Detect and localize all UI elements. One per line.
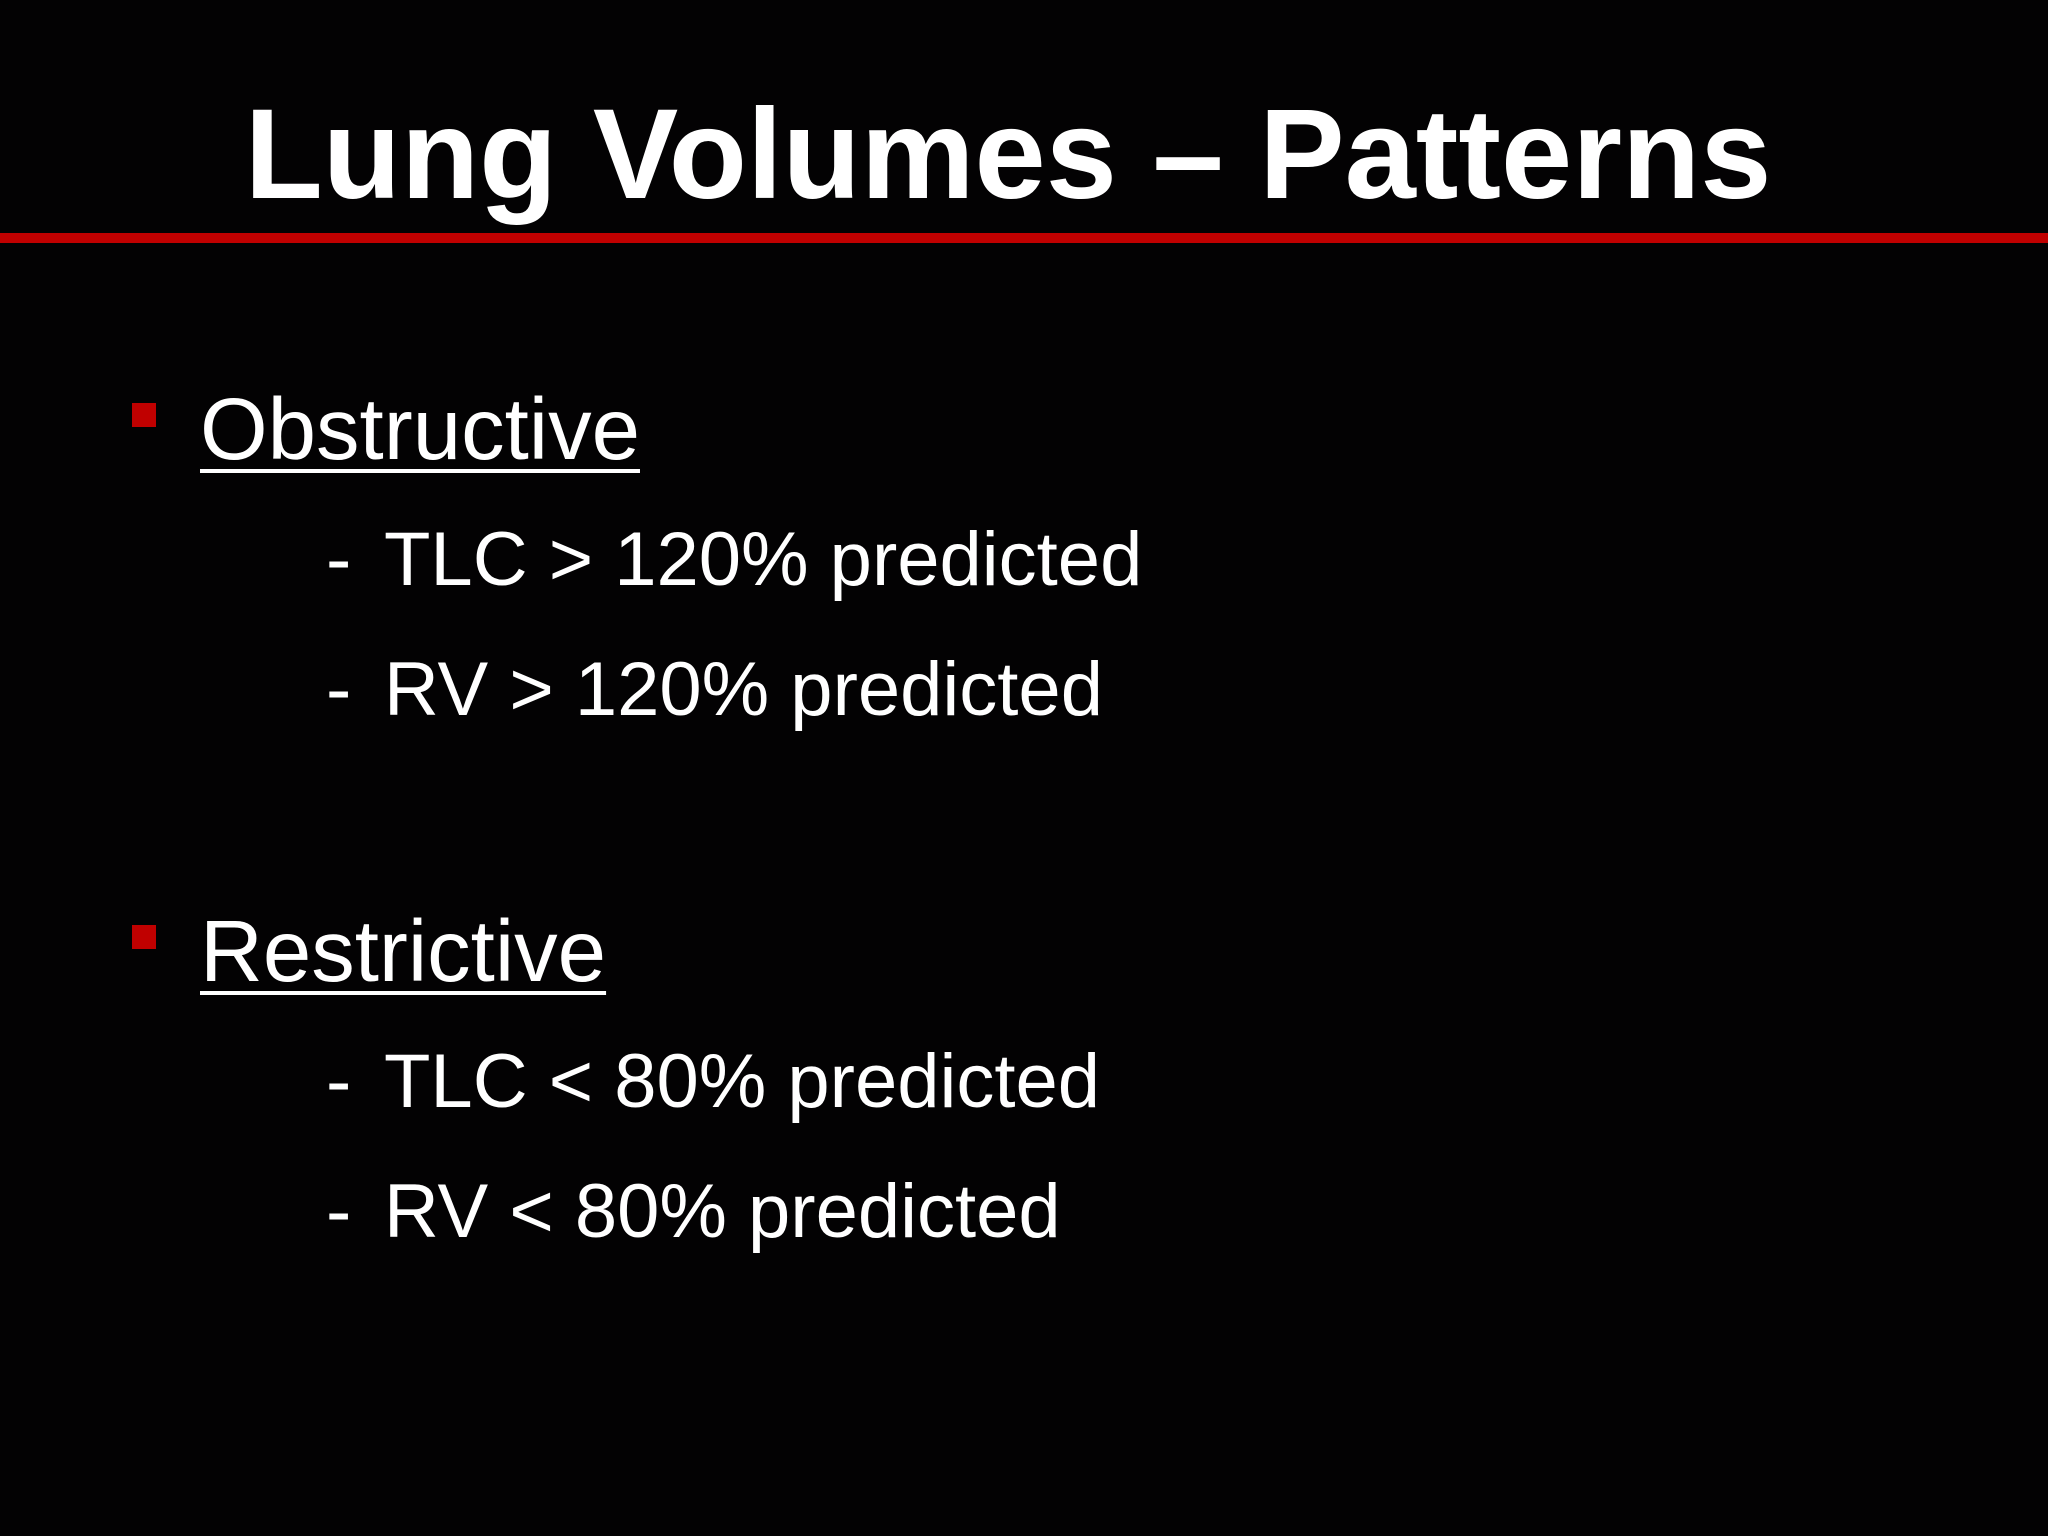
list-item: - TLC < 80% predicted [326,1037,1100,1127]
list-item-text: TLC < 80% predicted [384,1039,1101,1124]
list-item-text: TLC > 120% predicted [384,517,1143,602]
dash-marker: - [326,517,352,602]
dash-marker: - [326,647,352,732]
dash-marker: - [326,1039,352,1124]
list-item-text: RV < 80% predicted [384,1169,1061,1254]
red-square-bullet-icon [132,925,156,949]
section-heading-obstructive: Obstructive [200,381,640,478]
title-divider [0,233,2048,243]
list-item: - RV > 120% predicted [326,645,1103,735]
list-item: - TLC > 120% predicted [326,515,1142,605]
slide-title: Lung Volumes – Patterns [244,83,1772,226]
red-square-bullet-icon [132,403,156,427]
section-heading-restrictive: Restrictive [200,903,607,1000]
list-item: - RV < 80% predicted [326,1167,1061,1257]
dash-marker: - [326,1169,352,1254]
list-item-text: RV > 120% predicted [384,647,1103,732]
